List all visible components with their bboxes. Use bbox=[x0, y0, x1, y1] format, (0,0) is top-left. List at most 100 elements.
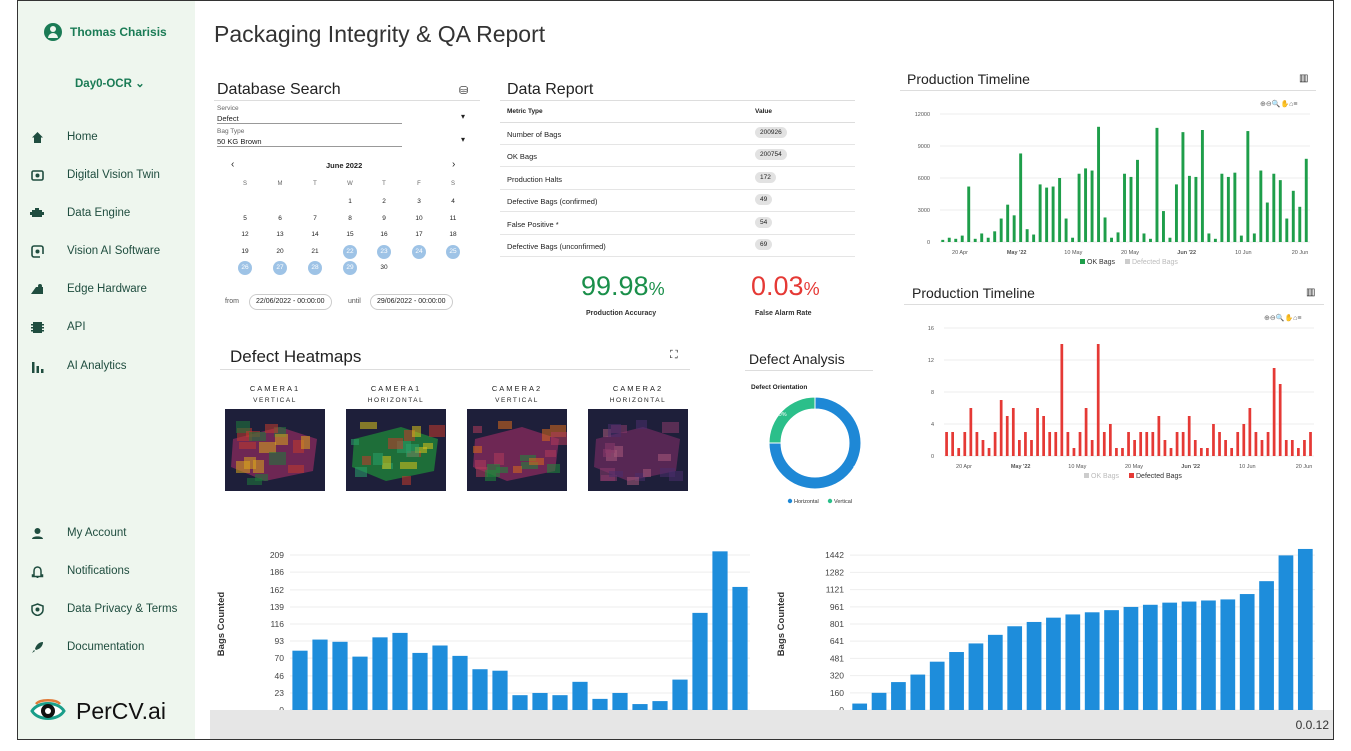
count-bar[interactable] bbox=[312, 639, 328, 710]
timeline-bar[interactable] bbox=[1181, 132, 1185, 242]
count-bar[interactable] bbox=[1162, 602, 1178, 710]
timeline-bar[interactable] bbox=[1151, 432, 1155, 456]
calendar-day[interactable]: 15 bbox=[346, 231, 354, 238]
brand-logo[interactable]: PerCV.ai bbox=[30, 695, 166, 727]
timeline-bar[interactable] bbox=[963, 432, 967, 456]
count-bar[interactable] bbox=[1201, 600, 1216, 710]
timeline-bar[interactable] bbox=[1036, 408, 1039, 456]
count-bar[interactable] bbox=[552, 695, 568, 710]
timeline-bar[interactable] bbox=[1139, 432, 1143, 456]
count-bar[interactable] bbox=[652, 701, 668, 710]
calendar-day[interactable]: 23 bbox=[377, 244, 391, 259]
count-bar[interactable] bbox=[472, 669, 488, 710]
count-bar[interactable] bbox=[632, 704, 648, 710]
timeline-bar[interactable] bbox=[1236, 432, 1240, 456]
count-bar[interactable] bbox=[392, 632, 408, 710]
calendar-day[interactable]: 24 bbox=[412, 244, 426, 259]
timeline-bar[interactable] bbox=[1064, 218, 1068, 242]
timeline-bar[interactable] bbox=[1290, 440, 1294, 456]
timeline-bar[interactable] bbox=[1066, 432, 1070, 456]
timeline-bar[interactable] bbox=[960, 235, 964, 242]
timeline-bar[interactable] bbox=[1194, 176, 1198, 242]
timeline-bar[interactable] bbox=[1115, 448, 1118, 456]
timeline-bar[interactable] bbox=[1248, 408, 1252, 456]
timeline-bar[interactable] bbox=[1207, 233, 1211, 242]
count-bar[interactable] bbox=[572, 681, 588, 710]
legend-label[interactable]: Defected Bags bbox=[1136, 473, 1182, 480]
count-bar[interactable] bbox=[1239, 594, 1255, 710]
timeline-bar[interactable] bbox=[1127, 432, 1130, 456]
timeline-bar[interactable] bbox=[1206, 448, 1209, 456]
workspace-selector[interactable]: Day0-OCR ⌄ bbox=[75, 76, 145, 90]
count-bar[interactable] bbox=[1259, 581, 1274, 710]
timeline-bar[interactable] bbox=[1278, 384, 1282, 456]
timeline-bar[interactable] bbox=[1060, 344, 1064, 456]
until-date-input[interactable]: 29/06/2022 - 00:00:00 bbox=[370, 294, 453, 310]
timeline-bar[interactable] bbox=[1187, 175, 1191, 242]
calendar-day[interactable]: 7 bbox=[313, 214, 317, 222]
timeline-bar[interactable] bbox=[1298, 206, 1302, 242]
timeline-bar[interactable] bbox=[1162, 211, 1165, 242]
timeline-bar[interactable] bbox=[1129, 176, 1133, 242]
timeline-bar[interactable] bbox=[999, 218, 1003, 242]
timeline-bar[interactable] bbox=[1278, 180, 1282, 242]
timeline-bar[interactable] bbox=[969, 408, 973, 456]
legend-swatch[interactable] bbox=[1084, 473, 1089, 478]
timeline-bar[interactable] bbox=[1045, 187, 1049, 242]
timeline-bar[interactable] bbox=[1304, 158, 1308, 242]
legend-swatch[interactable] bbox=[1129, 473, 1134, 478]
timeline-bar[interactable] bbox=[1054, 432, 1058, 456]
count-bar[interactable] bbox=[1065, 614, 1081, 710]
timeline-bar[interactable] bbox=[1218, 432, 1221, 456]
calendar-day[interactable]: 17 bbox=[415, 231, 423, 238]
user-profile[interactable]: Thomas Charisis bbox=[44, 23, 167, 41]
legend-swatch[interactable] bbox=[1125, 259, 1130, 264]
timeline-bar[interactable] bbox=[973, 238, 977, 242]
count-bar[interactable] bbox=[1026, 621, 1042, 710]
calendar-day[interactable]: 1 bbox=[348, 198, 352, 205]
count-bar[interactable] bbox=[910, 674, 926, 710]
count-bar[interactable] bbox=[1297, 548, 1313, 710]
timeline-bar[interactable] bbox=[945, 432, 948, 456]
count-bar[interactable] bbox=[292, 650, 308, 710]
timeline-bar[interactable] bbox=[1121, 448, 1124, 456]
timeline-bar[interactable] bbox=[1233, 172, 1237, 242]
timeline-bar[interactable] bbox=[980, 233, 984, 242]
calendar-day[interactable]: 21 bbox=[311, 247, 319, 255]
timeline-bar[interactable] bbox=[1226, 176, 1230, 242]
timeline-bar[interactable] bbox=[1142, 233, 1146, 242]
timeline-bar[interactable] bbox=[1012, 215, 1016, 242]
count-bar[interactable] bbox=[712, 551, 728, 710]
timeline-bar[interactable] bbox=[1181, 432, 1185, 456]
timeline-bar[interactable] bbox=[1213, 238, 1217, 242]
timeline-bar[interactable] bbox=[1254, 432, 1258, 456]
legend-label[interactable]: OK Bags bbox=[1091, 473, 1120, 480]
timeline-bar[interactable] bbox=[1187, 416, 1191, 456]
count-bar[interactable] bbox=[372, 637, 388, 710]
timeline-bar[interactable] bbox=[1133, 440, 1136, 456]
count-bar[interactable] bbox=[672, 679, 688, 710]
timeline-bar[interactable] bbox=[1011, 408, 1015, 456]
timeline-bar[interactable] bbox=[1266, 432, 1270, 456]
timeline-bar[interactable] bbox=[1157, 416, 1161, 456]
sidebar-item-home[interactable]: Home bbox=[18, 125, 195, 149]
sidebar-item-edge-hardware[interactable]: Edge Hardware bbox=[18, 277, 195, 301]
timeline-bar[interactable] bbox=[967, 186, 971, 242]
legend-label[interactable]: Vertical bbox=[834, 499, 852, 505]
timeline-bar[interactable] bbox=[1169, 448, 1173, 456]
calendar-day[interactable]: 4 bbox=[451, 198, 455, 205]
timeline-bar[interactable] bbox=[1145, 432, 1149, 456]
timeline-bar[interactable] bbox=[951, 432, 955, 456]
timeline-bar[interactable] bbox=[1024, 432, 1027, 456]
timeline-bar[interactable] bbox=[1077, 173, 1081, 242]
timeline-bar[interactable] bbox=[975, 432, 979, 456]
timeline-bar[interactable] bbox=[1239, 235, 1243, 242]
timeline-bar[interactable] bbox=[1005, 416, 1009, 456]
calendar-day[interactable]: 9 bbox=[382, 214, 386, 222]
calendar-next-button[interactable]: › bbox=[452, 159, 456, 170]
timeline-bar[interactable] bbox=[993, 231, 997, 242]
count-bar[interactable] bbox=[891, 682, 906, 710]
calendar-day[interactable]: 13 bbox=[276, 231, 284, 238]
timeline-bar[interactable] bbox=[1265, 202, 1269, 242]
chart-icon[interactable]: ▥ bbox=[1299, 73, 1309, 84]
